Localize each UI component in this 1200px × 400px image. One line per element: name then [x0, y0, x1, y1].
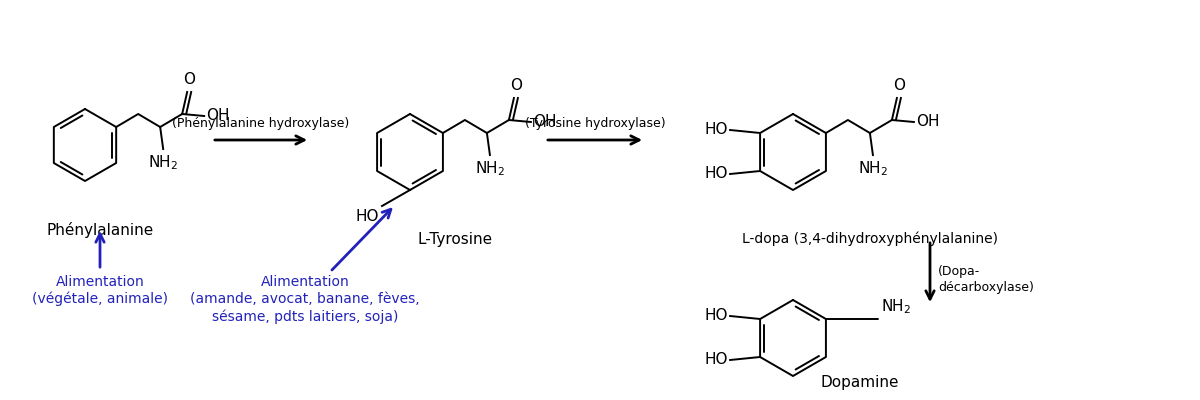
Text: OH: OH — [916, 114, 940, 130]
Text: HO: HO — [704, 122, 728, 138]
Text: HO: HO — [704, 308, 728, 324]
Text: NH$_2$: NH$_2$ — [881, 297, 911, 316]
Text: NH$_2$: NH$_2$ — [475, 159, 505, 178]
Text: décarboxylase): décarboxylase) — [938, 282, 1034, 294]
Text: L-dopa (3,4-dihydroxyphénylalanine): L-dopa (3,4-dihydroxyphénylalanine) — [742, 232, 998, 246]
Text: O: O — [510, 78, 522, 93]
Text: (Dopa-: (Dopa- — [938, 266, 980, 278]
Text: L-Tyrosine: L-Tyrosine — [418, 232, 492, 247]
Text: O: O — [184, 72, 196, 87]
Text: HO: HO — [704, 166, 728, 182]
Text: OH: OH — [533, 114, 557, 130]
Text: HO: HO — [355, 209, 379, 224]
Text: sésame, pdts laitiers, soja): sésame, pdts laitiers, soja) — [212, 309, 398, 324]
Text: (Phénylalanine hydroxylase): (Phénylalanine hydroxylase) — [173, 117, 349, 130]
Text: Alimentation: Alimentation — [55, 275, 144, 289]
Text: NH$_2$: NH$_2$ — [148, 153, 179, 172]
Text: Phénylalanine: Phénylalanine — [47, 222, 154, 238]
Text: NH$_2$: NH$_2$ — [858, 159, 888, 178]
Text: O: O — [893, 78, 905, 93]
Text: HO: HO — [704, 352, 728, 368]
Text: (amande, avocat, banane, fèves,: (amande, avocat, banane, fèves, — [190, 292, 420, 306]
Text: OH: OH — [206, 108, 229, 124]
Text: (végétale, animale): (végétale, animale) — [32, 292, 168, 306]
Text: Alimentation: Alimentation — [260, 275, 349, 289]
Text: Dopamine: Dopamine — [821, 375, 899, 390]
Text: (Tyrosine hydroxylase): (Tyrosine hydroxylase) — [524, 117, 665, 130]
